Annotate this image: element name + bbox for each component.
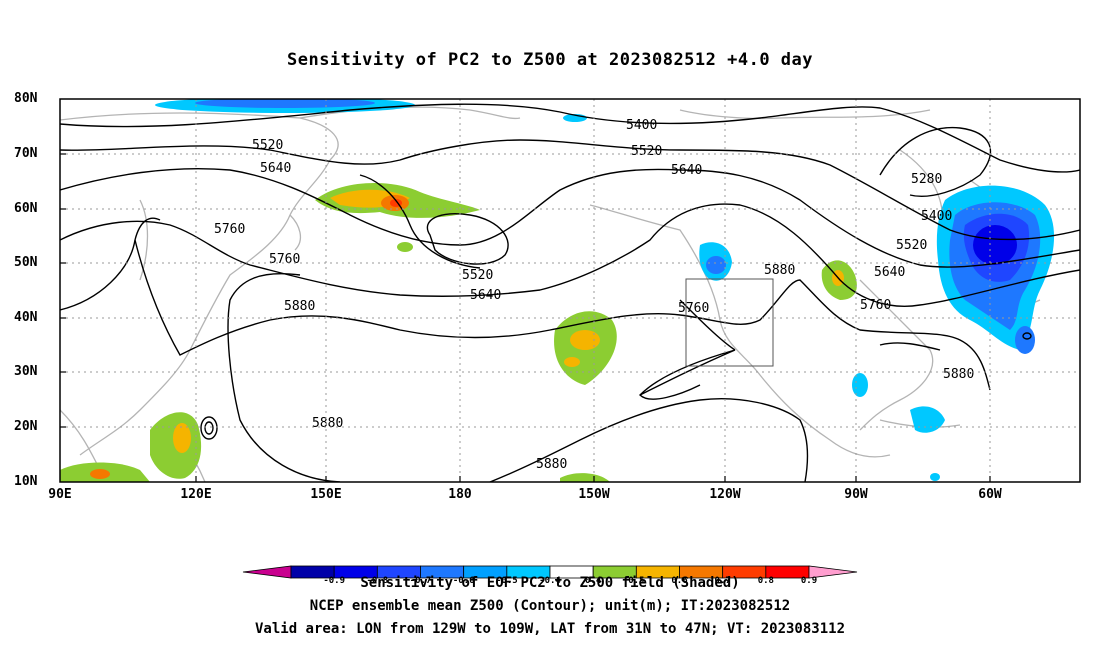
lat-label: 20N xyxy=(14,419,38,434)
contour-label: 5880 xyxy=(284,299,315,314)
contour-label: 5520 xyxy=(631,144,662,159)
z500-contours xyxy=(60,103,1080,482)
lat-label: 30N xyxy=(14,364,38,379)
contour-label: 5760 xyxy=(214,222,245,237)
colorbar-tick-label: -0.7 xyxy=(409,576,432,586)
axis-ticks xyxy=(60,153,991,482)
colorbar-tick-label: 0.5 xyxy=(628,576,645,586)
contour-label: 5640 xyxy=(470,288,501,303)
colorbar-end-high xyxy=(808,565,858,579)
shaded-sensitivity xyxy=(60,99,1055,482)
lon-label: 90W xyxy=(844,487,868,502)
gridlines xyxy=(60,99,1080,482)
colorbar-tick-label: -0.8 xyxy=(366,576,389,586)
colorbar-tick-label: 0.6 xyxy=(671,576,688,586)
lon-label: 120E xyxy=(180,487,212,502)
colorbar-tick-label: 0.7 xyxy=(714,576,731,586)
footer-line-1: NCEP ensemble mean Z500 (Contour); unit(… xyxy=(309,598,791,614)
colorbar-tick-label: 0.8 xyxy=(757,576,774,586)
valid-area-box xyxy=(685,278,774,367)
plot-frame xyxy=(59,98,1081,483)
lat-label: 60N xyxy=(14,201,38,216)
contour-label: 5520 xyxy=(252,138,283,153)
colorbar-tick-label: -0.6 xyxy=(452,576,475,586)
colorbar-tick-label: -0.5 xyxy=(495,576,518,586)
lon-label: 150E xyxy=(310,487,342,502)
lon-label: 90E xyxy=(48,487,72,502)
contour-label: 5640 xyxy=(874,265,905,280)
contour-labels: 5400 5520 5520 5640 5640 5280 5400 5520 … xyxy=(214,118,974,472)
contour-label: 5280 xyxy=(911,172,942,187)
contour-label: 5520 xyxy=(462,268,493,283)
colorbar-tick-label: -0.4 xyxy=(539,576,561,586)
chart-title: Sensitivity of PC2 to Z500 at 2023082512… xyxy=(286,50,813,70)
contour-label: 5520 xyxy=(896,238,927,253)
footer-line-2: Valid area: LON from 129W to 109W, LAT f… xyxy=(254,621,845,637)
contour-label: 5880 xyxy=(943,367,974,382)
contour-label: 5640 xyxy=(671,163,702,178)
contour-label: 5400 xyxy=(626,118,657,133)
colorbar-tick-label: 0.9 xyxy=(800,576,818,586)
contour-label: 5880 xyxy=(764,263,795,278)
lat-label: 70N xyxy=(14,146,38,161)
lon-label: 120W xyxy=(709,487,741,502)
lat-label: 80N xyxy=(14,91,38,106)
colorbar-title: Sensitivity of EOF PC2 to Z500 field (Sh… xyxy=(360,575,740,591)
contour-label: 5400 xyxy=(921,209,952,224)
lon-label: 180 xyxy=(448,487,472,502)
colorbar-tick-label: 0.4 xyxy=(585,576,602,586)
contour-label: 5880 xyxy=(536,457,567,472)
lon-label: 60W xyxy=(978,487,1002,502)
contour-label: 5760 xyxy=(860,298,891,313)
lat-label: 50N xyxy=(14,255,38,270)
lat-label: 10N xyxy=(14,474,38,489)
contour-label: 5640 xyxy=(260,161,291,176)
colorbar-tick-label: -0.9 xyxy=(323,576,345,586)
lat-label: 40N xyxy=(14,310,38,325)
lon-label: 150W xyxy=(578,487,610,502)
